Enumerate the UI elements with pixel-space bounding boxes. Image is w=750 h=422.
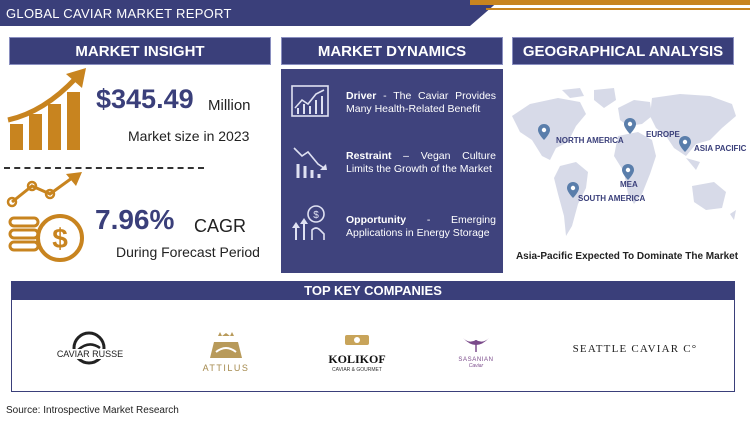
market-size-unit: Million [208, 97, 251, 114]
opportunity-icon: $ [292, 205, 325, 240]
dynamics-driver: Driver - The Caviar Provides Many Health… [346, 90, 496, 116]
logo-caviar-russe: CAVIAR RUSSE [50, 330, 130, 365]
cagr-value: 7.96% [95, 204, 175, 235]
logo-caviar-russe-text: CAVIAR RUSSE [54, 349, 126, 359]
companies-heading: TOP KEY COMPANIES [11, 281, 735, 300]
logo-kolikof: KOLIKOF CAVIAR & GOURMET [326, 334, 388, 373]
geo-caption: Asia-Pacific Expected To Dominate The Ma… [515, 251, 739, 262]
market-size-value: $345.49 [96, 84, 194, 114]
banner-accent-line [486, 8, 750, 10]
opportunity-text: - Emerging Applications in Energy Storag… [346, 214, 496, 240]
market-dynamics-panel [281, 69, 503, 273]
logo-kolikof-text: KOLIKOF [328, 352, 386, 366]
banner-accent-bar [470, 0, 750, 5]
region-label-mea: MEA [620, 180, 638, 189]
insight-divider [4, 167, 204, 169]
map-pin-europe-icon [624, 118, 636, 134]
chart-growth-icon [291, 85, 329, 117]
companies-panel [11, 300, 735, 392]
restraint-label: Restraint [346, 150, 392, 162]
logo-sasanian: SASANIAN Caviar [446, 334, 506, 369]
region-label-south-america: SOUTH AMERICA [578, 194, 646, 203]
logo-seattle-caviar: SEATTLE CAVIAR C° [572, 343, 698, 355]
dollar-coins-icon: $ [6, 172, 84, 262]
region-label-north-america: NORTH AMERICA [556, 136, 624, 145]
driver-label: Driver [346, 90, 377, 102]
source-note: Source: Introspective Market Research [6, 405, 179, 416]
restraint-text: – Vegan Culture Limits the Growth of the… [346, 150, 496, 176]
bird-emblem-icon [463, 338, 489, 352]
fish-emblem-icon [72, 331, 106, 365]
growth-chart-icon [7, 68, 86, 150]
map-pin-mea-icon [622, 164, 634, 180]
dynamics-restraint: Restraint – Vegan Culture Limits the Gro… [346, 150, 496, 176]
chart-decline-icon [293, 147, 327, 178]
driver-text: - The Caviar Provides Many Health-Relate… [346, 90, 496, 116]
ornament-icon [345, 335, 369, 345]
map-pin-north-america-icon [538, 124, 550, 140]
market-size-caption: Market size in 2023 [128, 128, 250, 144]
market-dynamics-heading: MARKET DYNAMICS [281, 37, 503, 65]
market-insight-heading: MARKET INSIGHT [9, 37, 271, 65]
cagr-caption: During Forecast Period [116, 244, 260, 260]
logo-sasanian-text: SASANIAN [458, 357, 494, 363]
svg-text:$: $ [52, 223, 68, 254]
region-label-europe: EUROPE [646, 130, 680, 139]
logo-attilus: ATTILUS [196, 332, 256, 373]
top-banner: GLOBAL CAVIAR MARKET REPORT [0, 0, 750, 28]
banner-bar [0, 0, 500, 26]
logo-sasanian-subtext: Caviar [468, 363, 484, 369]
cagr-unit: CAGR [194, 216, 247, 236]
dynamics-opportunity: Opportunity - Emerging Applications in E… [346, 214, 496, 240]
crown-emblem-icon [210, 332, 242, 358]
logo-kolikof-subtext: CAVIAR & GOURMET [332, 367, 382, 373]
report-title: GLOBAL CAVIAR MARKET REPORT [6, 6, 232, 21]
geographical-analysis-heading: GEOGRAPHICAL ANALYSIS [512, 37, 734, 65]
map-pin-asia-pacific-icon [679, 136, 691, 152]
logo-attilus-text: ATTILUS [202, 363, 250, 373]
region-label-asia-pacific: ASIA PACIFIC [694, 144, 747, 153]
map-pin-south-america-icon [567, 182, 579, 198]
svg-text:$: $ [313, 210, 319, 221]
opportunity-label: Opportunity [346, 214, 407, 226]
